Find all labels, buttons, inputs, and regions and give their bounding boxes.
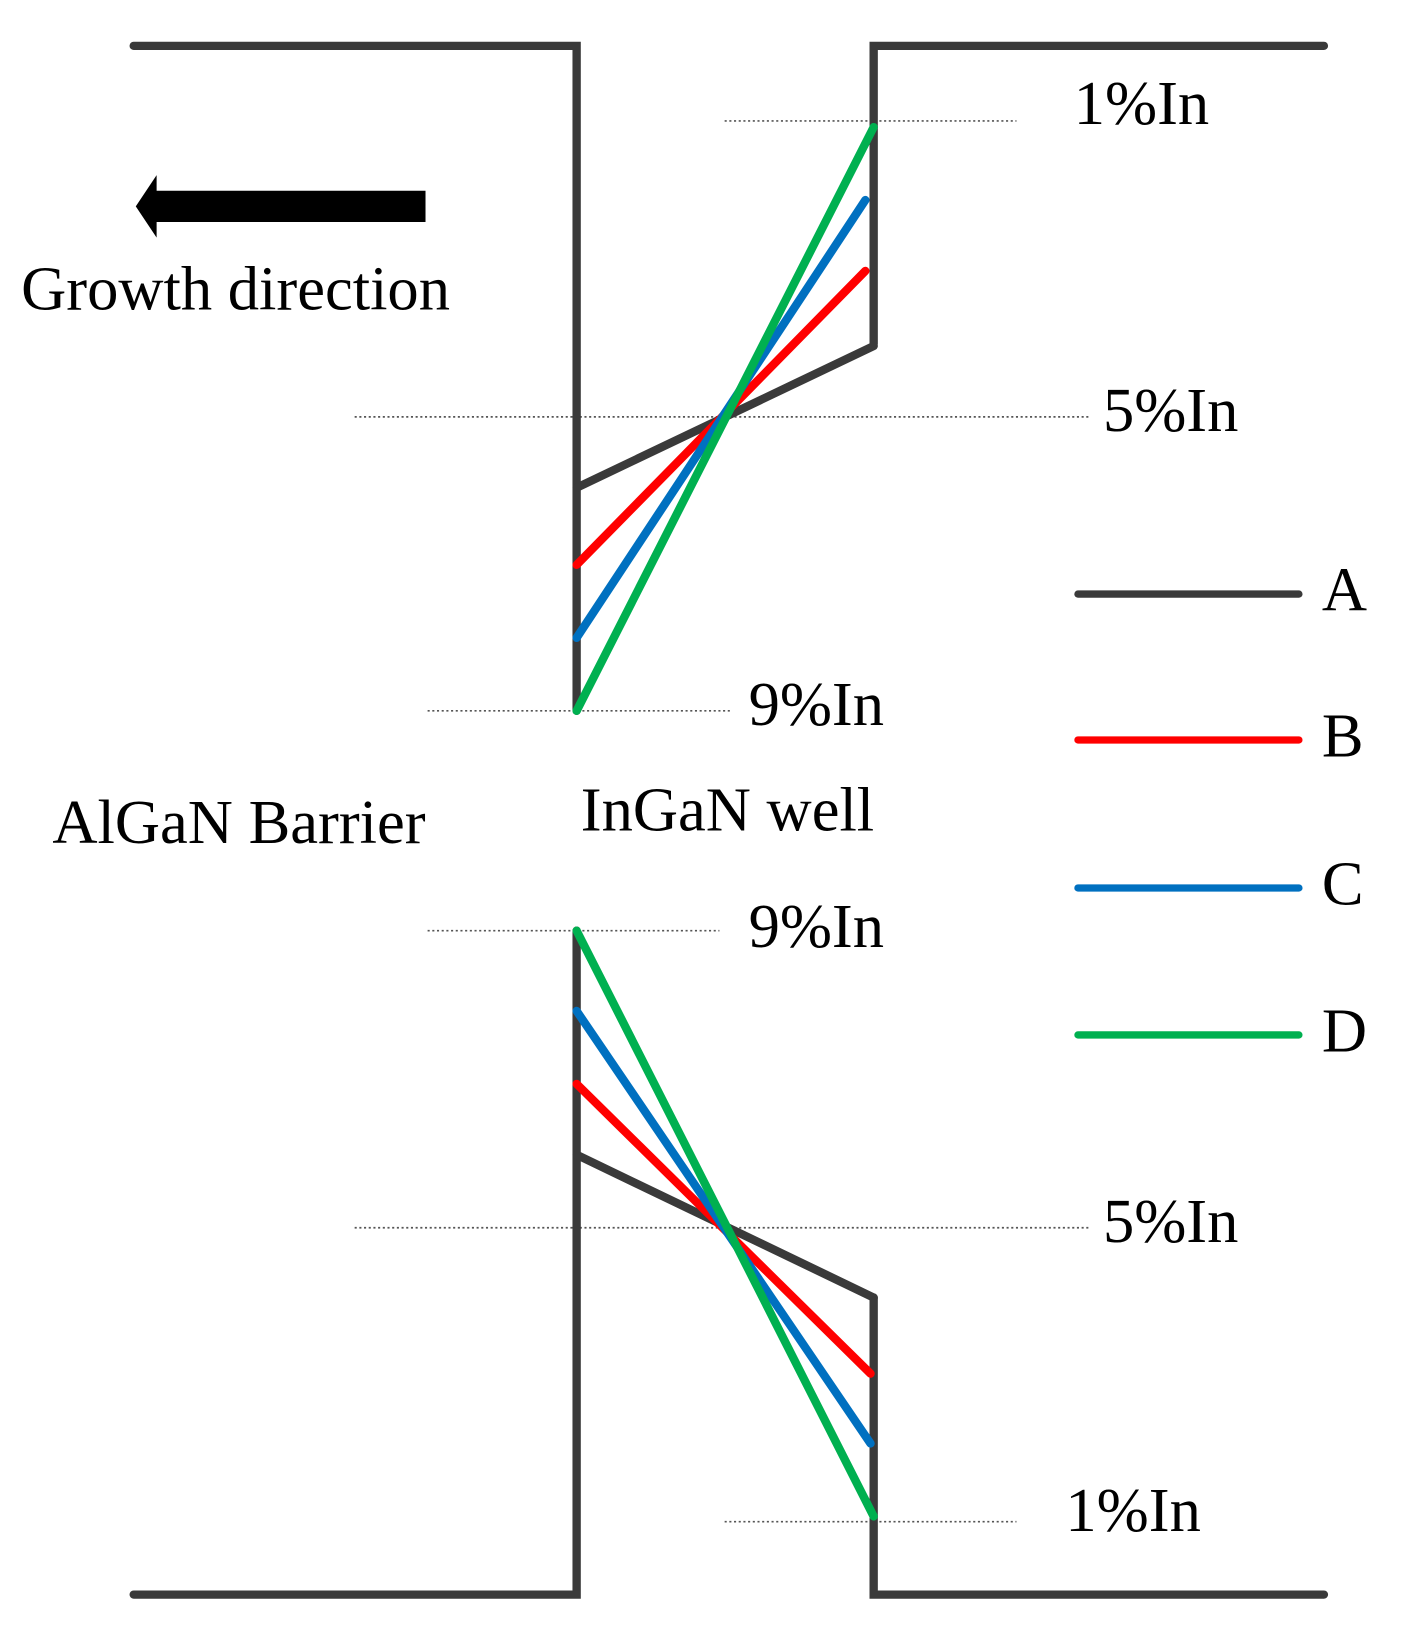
growth-label: Growth direction xyxy=(21,253,450,323)
growth-arrow xyxy=(135,175,426,238)
profiles xyxy=(572,122,878,1521)
valence-band-left xyxy=(129,926,581,1599)
conduction-band-right xyxy=(869,41,1329,349)
legend-label: C xyxy=(1322,848,1364,918)
level-label: 5%In xyxy=(1103,375,1238,445)
level-label: 9%In xyxy=(749,669,884,739)
legend-label: B xyxy=(1322,700,1364,770)
conduction-band-left xyxy=(129,41,581,715)
legend: A B C D xyxy=(1074,554,1367,1065)
level-label: 1%In xyxy=(1074,68,1209,138)
profile-line xyxy=(572,122,878,715)
level-label: 1%In xyxy=(1065,1475,1200,1545)
legend-label: A xyxy=(1322,554,1367,624)
profile-line xyxy=(572,926,878,1521)
valence-band-right xyxy=(869,1293,1329,1599)
well-label: InGaN well xyxy=(581,774,874,844)
level-label: 9%In xyxy=(749,891,884,961)
barrier-label: AlGaN Barrier xyxy=(52,787,425,857)
legend-label: D xyxy=(1322,995,1367,1065)
level-label: 5%In xyxy=(1103,1186,1238,1256)
